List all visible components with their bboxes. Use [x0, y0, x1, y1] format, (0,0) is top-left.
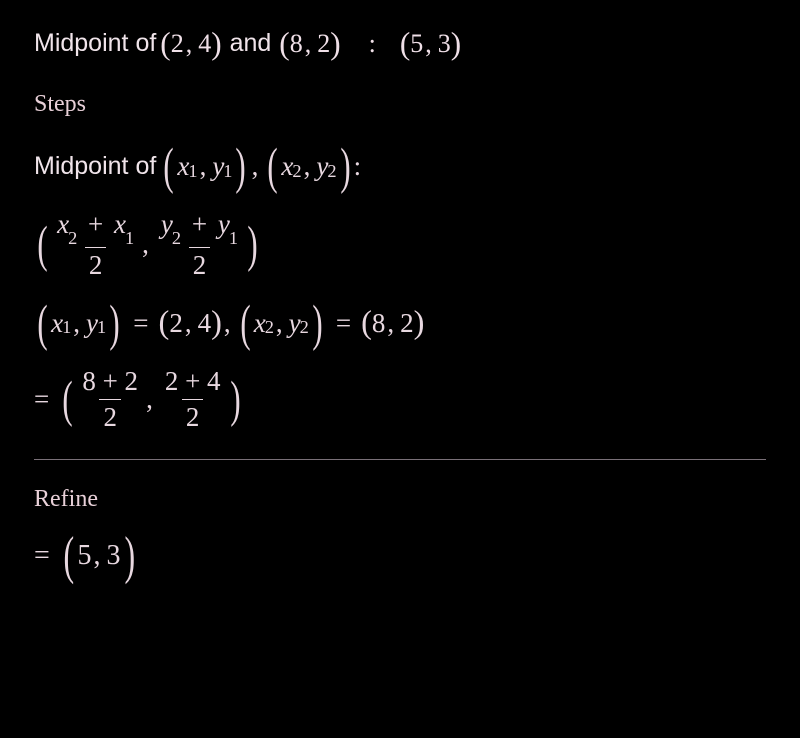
heading-prefix: Midpoint of [34, 29, 156, 58]
assign-n2: ( 8, 2 ) [361, 307, 424, 339]
assign-vp1: ( x1, y1 ) [34, 303, 123, 344]
formula-general: ( x2 + x1 2 , y2 + y1 2 ) [34, 209, 766, 280]
assign-n1: ( 2, 4 ) [159, 307, 222, 339]
res-y: 3 [438, 29, 451, 59]
heading-result: ( 5, 3 ) [400, 28, 461, 59]
heading-point1: ( 2, 4 ) [160, 28, 221, 59]
p1-x: 2 [171, 29, 184, 59]
res-x: 5 [410, 29, 423, 59]
p2-y: 2 [317, 29, 330, 59]
subst-frac-y: 2 + 4 2 [161, 366, 225, 433]
formula-prefix: Midpoint of [34, 152, 156, 181]
assign-vp2: ( x2, y2 ) [237, 303, 326, 344]
refine-label: Refine [34, 486, 766, 513]
frac-y: y2 + y1 2 [157, 209, 242, 280]
heading-point2: ( 8, 2 ) [279, 28, 340, 59]
colon-separator: : [369, 29, 376, 59]
assignment-row: ( x1, y1 ) = ( 2, 4 ) , ( x2, y2 ) = ( 8… [34, 303, 766, 344]
formula-definition: Midpoint of ( x1, y1 ) , ( x2, y2 ) : [34, 146, 766, 187]
frac-x: x2 + x1 2 [53, 209, 138, 280]
heading-join: and [230, 29, 272, 58]
steps-label: Steps [34, 91, 766, 118]
p2-x: 8 [290, 29, 303, 59]
heading-row: Midpoint of ( 2, 4 ) and ( 8, 2 ) : ( 5,… [34, 28, 766, 59]
final-result: = ( 5, 3 ) [34, 535, 766, 578]
p1-y: 4 [198, 29, 211, 59]
var-point2: ( x2, y2 ) [264, 146, 353, 187]
substitution-row: = ( 8 + 2 2 , 2 + 4 2 ) [34, 366, 766, 433]
divider [34, 459, 766, 460]
subst-frac-x: 8 + 2 2 [78, 366, 142, 433]
final-point: ( 5, 3 ) [60, 535, 138, 578]
var-point1: ( x1, y1 ) [160, 146, 249, 187]
